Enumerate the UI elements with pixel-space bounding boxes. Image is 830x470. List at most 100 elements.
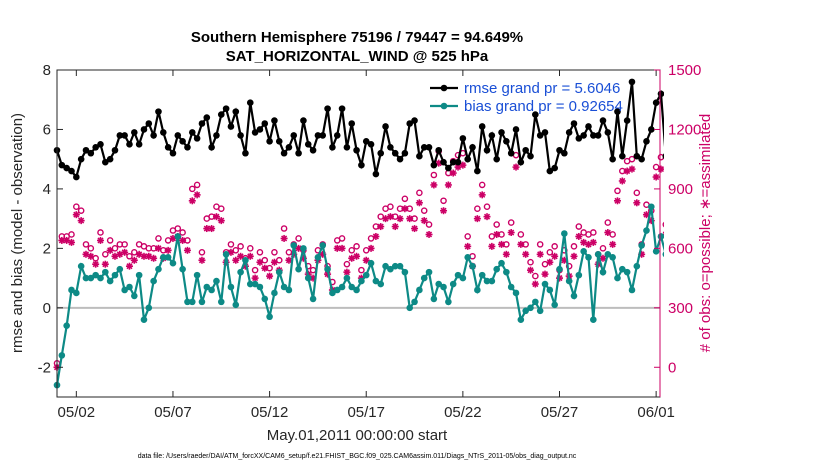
rmse-point bbox=[329, 143, 336, 151]
possible-obs-marker bbox=[348, 247, 356, 254]
bias-point bbox=[730, 212, 737, 219]
bias-point bbox=[498, 259, 505, 267]
possible-obs-marker bbox=[271, 248, 278, 256]
assimilated-obs-marker bbox=[280, 234, 288, 242]
x-tick-label: 05/22 bbox=[444, 404, 482, 421]
possible-obs-marker bbox=[430, 171, 438, 179]
x-tick-label: 05/02 bbox=[58, 404, 96, 421]
bias-point bbox=[285, 286, 293, 294]
assimilated-obs-marker bbox=[362, 256, 370, 264]
bias-point bbox=[58, 352, 66, 359]
rmse-point bbox=[730, 120, 737, 127]
assimilated-obs-marker bbox=[730, 144, 737, 151]
bias-point bbox=[280, 283, 288, 291]
bias-point bbox=[720, 242, 727, 249]
rmse-point bbox=[271, 117, 278, 124]
rmse-point bbox=[430, 161, 438, 169]
rmse-point bbox=[87, 149, 95, 157]
assimilated-obs-marker bbox=[512, 163, 520, 171]
bias-point bbox=[493, 265, 500, 273]
possible-obs-marker bbox=[614, 187, 621, 195]
possible-obs-marker bbox=[188, 185, 196, 193]
bias-point bbox=[73, 289, 80, 297]
assimilated-obs-marker bbox=[599, 254, 607, 262]
assimilated-obs-marker bbox=[498, 240, 506, 248]
bias-point bbox=[314, 253, 322, 261]
bias-point bbox=[348, 283, 356, 291]
bias-point bbox=[329, 289, 336, 297]
rmse-point bbox=[609, 155, 616, 163]
rmse-point bbox=[687, 165, 694, 172]
y-tick-label-left: 8 bbox=[43, 62, 51, 79]
rmse-point bbox=[536, 132, 544, 139]
assimilated-obs-marker bbox=[483, 213, 491, 221]
plot-area: 05/02 05/07 05/12 05/17 05/22 05/27 06/01 -2 0 2 4… bbox=[38, 62, 737, 421]
bias-point bbox=[121, 286, 128, 294]
rmse-point bbox=[184, 143, 191, 151]
bias-point bbox=[150, 277, 157, 285]
rmse-point bbox=[411, 117, 418, 124]
possible-obs-marker bbox=[102, 250, 109, 258]
bias-point bbox=[106, 277, 114, 285]
bias-point bbox=[657, 233, 664, 240]
bias-point bbox=[464, 253, 471, 261]
rmse-point bbox=[561, 149, 568, 157]
possible-obs-marker bbox=[604, 219, 612, 226]
rmse-point bbox=[304, 141, 312, 148]
assimilated-obs-marker bbox=[478, 191, 486, 199]
bias-point bbox=[459, 274, 467, 282]
assimilated-obs-marker bbox=[507, 229, 515, 237]
assimilated-obs-marker bbox=[338, 244, 346, 252]
rmse-point bbox=[387, 143, 394, 151]
assimilated-obs-marker bbox=[464, 242, 472, 250]
rmse-point bbox=[227, 123, 235, 130]
assimilated-obs-marker bbox=[121, 248, 129, 256]
y-tick-label-left: 0 bbox=[43, 300, 51, 317]
bias-point bbox=[401, 268, 409, 276]
possible-obs-marker bbox=[309, 266, 317, 274]
possible-obs-marker bbox=[633, 189, 641, 197]
rmse-point bbox=[599, 117, 607, 124]
bias-point bbox=[227, 283, 235, 291]
rmse-point bbox=[517, 158, 525, 166]
bias-point bbox=[517, 316, 525, 324]
possible-obs-marker bbox=[251, 266, 259, 274]
bias-point bbox=[507, 283, 515, 291]
rmse-point bbox=[232, 108, 240, 115]
rmse-point bbox=[309, 146, 317, 154]
assimilated-obs-marker bbox=[652, 173, 660, 181]
bias-point bbox=[304, 274, 312, 282]
assimilated-obs-marker bbox=[551, 252, 559, 260]
rmse-point bbox=[638, 155, 645, 163]
bias-point bbox=[92, 271, 99, 279]
possible-obs-marker bbox=[217, 205, 225, 212]
rmse-point bbox=[580, 132, 587, 139]
bias-point bbox=[575, 271, 583, 279]
assimilated-obs-marker bbox=[77, 217, 85, 225]
bias-point bbox=[295, 265, 302, 273]
assimilated-obs-marker bbox=[604, 229, 612, 237]
bias-point bbox=[377, 280, 385, 288]
assimilated-obs-marker bbox=[686, 263, 693, 270]
rmse-point bbox=[720, 150, 727, 157]
assimilated-obs-marker bbox=[261, 264, 269, 272]
possible-obs-marker bbox=[198, 248, 206, 256]
bias-point bbox=[63, 322, 70, 329]
rmse-point bbox=[449, 158, 457, 166]
possible-obs-marker bbox=[106, 237, 114, 244]
y-tick-label-right: 1500 bbox=[668, 62, 701, 79]
assimilated-obs-marker bbox=[536, 250, 544, 258]
assimilated-obs-marker bbox=[715, 197, 722, 204]
bias-point bbox=[237, 268, 244, 276]
bias-point bbox=[725, 224, 732, 231]
x-tick-label: 05/27 bbox=[541, 404, 579, 421]
assimilated-obs-marker bbox=[531, 280, 539, 288]
legend-entry: bias grand pr = 0.92654 bbox=[464, 98, 623, 115]
possible-obs-marker bbox=[628, 155, 636, 163]
assimilated-obs-marker bbox=[459, 161, 467, 169]
assimilated-obs-marker bbox=[72, 211, 80, 219]
assimilated-obs-marker bbox=[237, 252, 245, 260]
possible-obs-marker bbox=[193, 181, 201, 189]
assimilated-obs-marker bbox=[382, 215, 390, 223]
bias-point bbox=[425, 268, 433, 276]
